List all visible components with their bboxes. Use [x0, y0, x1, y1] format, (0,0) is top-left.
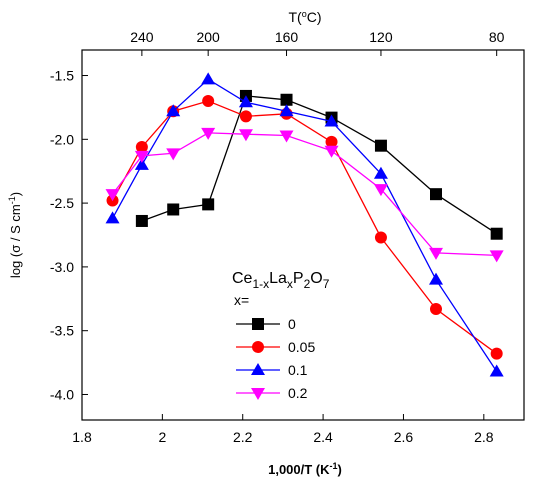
y-tick-label: -2.0 — [50, 131, 74, 147]
formula-la: La — [269, 270, 287, 287]
data-point — [280, 130, 294, 142]
top-axis-label: T(oC) — [288, 9, 321, 25]
data-point — [491, 348, 503, 360]
data-point — [240, 110, 252, 122]
data-point — [491, 228, 503, 240]
top-axis-label-end: C) — [307, 9, 322, 25]
data-point — [136, 215, 148, 227]
legend-label: 0.2 — [288, 385, 308, 401]
legend-entry: 0.1 — [236, 362, 308, 378]
top-tick-label: 200 — [196, 29, 220, 45]
x-tick-label: 2.4 — [313, 429, 333, 445]
x-axis-label-end: ) — [338, 462, 342, 477]
legend-label: 0.05 — [288, 339, 315, 355]
series-line — [142, 96, 497, 234]
top-tick-label: 80 — [489, 29, 505, 45]
data-point — [239, 129, 253, 141]
y-tick-label: -1.5 — [50, 68, 74, 84]
legend-marker — [252, 341, 264, 353]
x-tick-label: 1.8 — [72, 429, 92, 445]
legend-label: 0.1 — [288, 362, 308, 378]
legend-entry: 0 — [236, 316, 296, 332]
top-tick-label: 120 — [369, 29, 393, 45]
series-layer — [106, 72, 504, 376]
data-point — [375, 140, 387, 152]
x-axis-label: 1,000/T (K-1) — [268, 461, 342, 477]
series-line — [113, 101, 497, 354]
series-0-05 — [107, 95, 503, 360]
data-point — [202, 95, 214, 107]
x-axis-label-text: 1,000/T (K — [268, 462, 330, 477]
x-axis-label-sup: -1 — [330, 461, 338, 471]
formula-p: P — [293, 270, 304, 287]
legend-title: x= — [234, 292, 249, 308]
y-axis-label-sup: -1 — [7, 196, 17, 204]
formula-o: O — [310, 270, 322, 287]
data-point — [375, 232, 387, 244]
top-axis-label-text: T( — [288, 9, 302, 25]
y-axis-label: log (σ / S cm-1) — [7, 192, 23, 278]
top-tick-label: 160 — [275, 29, 299, 45]
formula-sub-4: 7 — [323, 277, 330, 291]
y-tick-label: -4.0 — [50, 386, 74, 402]
y-axis-label-text: log (σ / S cm — [8, 204, 23, 278]
x-tick-label: 2.6 — [394, 429, 414, 445]
data-point — [167, 203, 179, 215]
legend-marker — [251, 363, 265, 375]
y-tick-label: -2.5 — [50, 195, 74, 211]
x-tick-label: 2 — [158, 429, 166, 445]
data-point — [201, 128, 215, 140]
y-tick-label: -3.0 — [50, 259, 74, 275]
series-0-2 — [106, 128, 504, 262]
legend-entry: 0.2 — [236, 385, 308, 401]
legend-marker — [251, 388, 265, 400]
data-point — [202, 198, 214, 210]
data-point — [106, 211, 120, 223]
top-axis-ticks: 240 200 160 120 80 — [130, 29, 504, 56]
data-point — [430, 303, 442, 315]
x-axis-ticks: 1.8 2 2.2 2.4 2.6 2.8 — [72, 414, 493, 445]
data-point — [201, 72, 215, 84]
y-tick-label: -3.5 — [50, 323, 74, 339]
data-point — [430, 188, 442, 200]
legend-entry: 0.05 — [236, 339, 315, 355]
legend-marker — [252, 318, 264, 330]
formula-ce: Ce — [232, 270, 253, 287]
series-0-1 — [106, 72, 504, 376]
legend-label: 0 — [288, 316, 296, 332]
y-axis-label-end: ) — [8, 192, 23, 196]
formula-sub-1: 1-x — [252, 277, 269, 291]
legend-entries: 0 0.05 0.1 0.2 — [236, 316, 315, 401]
series-line — [113, 79, 497, 371]
series-0 — [136, 90, 503, 240]
top-tick-label: 240 — [130, 29, 154, 45]
data-point — [429, 273, 443, 285]
legend: Ce1-xLaxP2O7 x= 0 0.05 0.1 0.2 — [232, 270, 330, 401]
legend-formula: Ce1-xLaxP2O7 — [232, 270, 330, 291]
data-point — [281, 94, 293, 106]
data-point — [490, 365, 504, 377]
data-point — [490, 250, 504, 262]
data-point — [429, 248, 443, 260]
x-tick-label: 2.8 — [474, 429, 494, 445]
x-tick-label: 2.2 — [233, 429, 253, 445]
